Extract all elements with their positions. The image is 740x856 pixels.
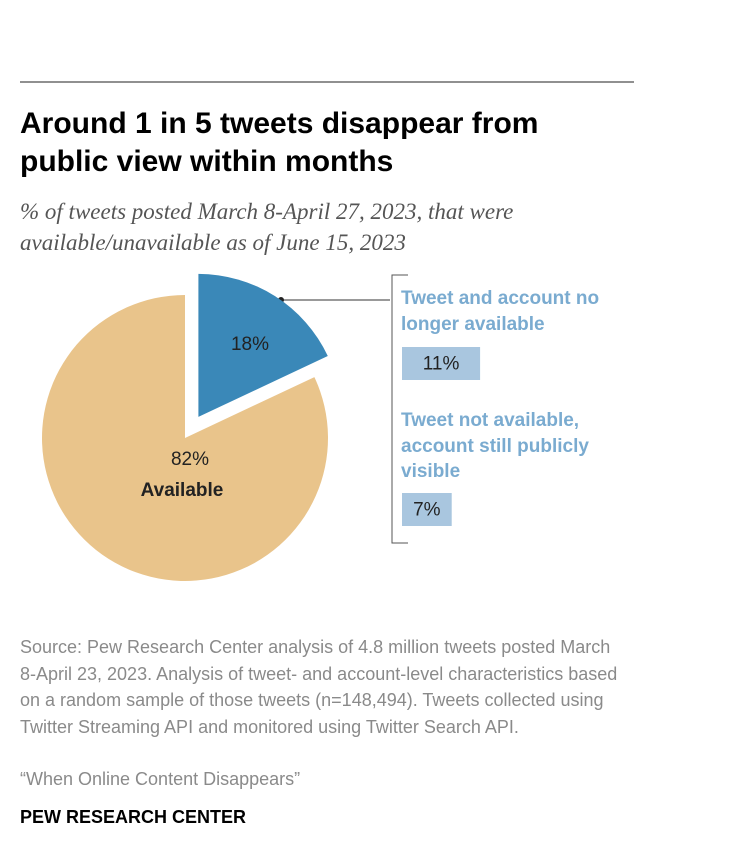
value-label: 11% xyxy=(423,354,460,375)
category-label: Tweet not available, account still publi… xyxy=(401,410,589,482)
value-label: 82% xyxy=(171,449,209,470)
category-label: Tweet and account no longer available xyxy=(401,288,600,335)
bar xyxy=(402,347,481,380)
chart-title: Around 1 in 5 tweets disappear from publ… xyxy=(20,107,539,178)
report-name: “When Online Content Disappears” xyxy=(20,769,301,789)
bar xyxy=(402,493,452,526)
chart-subtitle: % of tweets posted March 8-April 27, 202… xyxy=(20,199,514,255)
pie-slice xyxy=(41,295,329,581)
bracket xyxy=(391,274,408,544)
pie-slice xyxy=(198,273,328,417)
value-label: 18% xyxy=(231,334,269,355)
credit: PEW RESEARCH CENTER xyxy=(20,807,247,827)
slice-label: Available xyxy=(141,480,224,501)
value-label: 7% xyxy=(413,500,441,521)
source-note: Source: Pew Research Center analysis of … xyxy=(20,637,618,737)
